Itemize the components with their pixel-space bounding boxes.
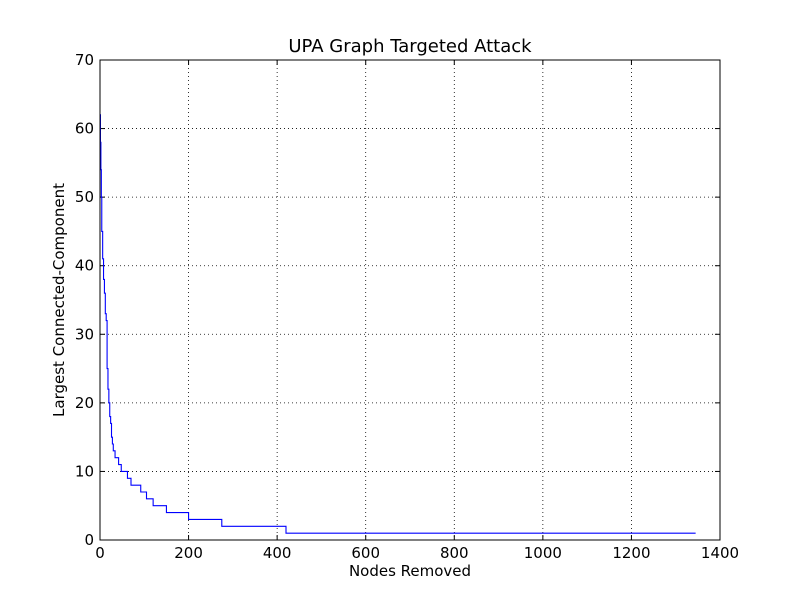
tick-labels: 0 200 400 600 800 1000 1200 1400 0 10 20 30 40 50 60 70 <box>75 51 739 562</box>
y-tick-label: 70 <box>75 51 94 69</box>
y-tick-label: 0 <box>84 531 94 549</box>
plot-frame <box>99 59 721 541</box>
x-tick-label: 0 <box>95 544 105 562</box>
axis-ticks <box>99 59 721 541</box>
y-tick-label: 50 <box>75 188 94 206</box>
y-tick-label: 30 <box>75 325 94 343</box>
x-tick-label: 800 <box>440 544 469 562</box>
y-tick-label: 60 <box>75 120 94 138</box>
grid <box>100 60 720 540</box>
x-axis-label: Nodes Removed <box>349 562 471 580</box>
y-tick-label: 40 <box>75 257 94 275</box>
x-tick-label: 400 <box>263 544 292 562</box>
x-tick-label: 600 <box>351 544 380 562</box>
chart-title: UPA Graph Targeted Attack <box>288 36 532 57</box>
series-layer <box>99 114 696 534</box>
y-tick-label: 10 <box>75 462 94 480</box>
x-tick-label: 200 <box>174 544 203 562</box>
x-tick-label: 1000 <box>524 544 562 562</box>
x-tick-label: 1400 <box>701 544 739 562</box>
y-axis-label: Largest Connected-Component <box>50 183 68 417</box>
x-tick-label: 1200 <box>612 544 650 562</box>
y-tick-label: 20 <box>75 394 94 412</box>
series-line <box>99 114 696 534</box>
